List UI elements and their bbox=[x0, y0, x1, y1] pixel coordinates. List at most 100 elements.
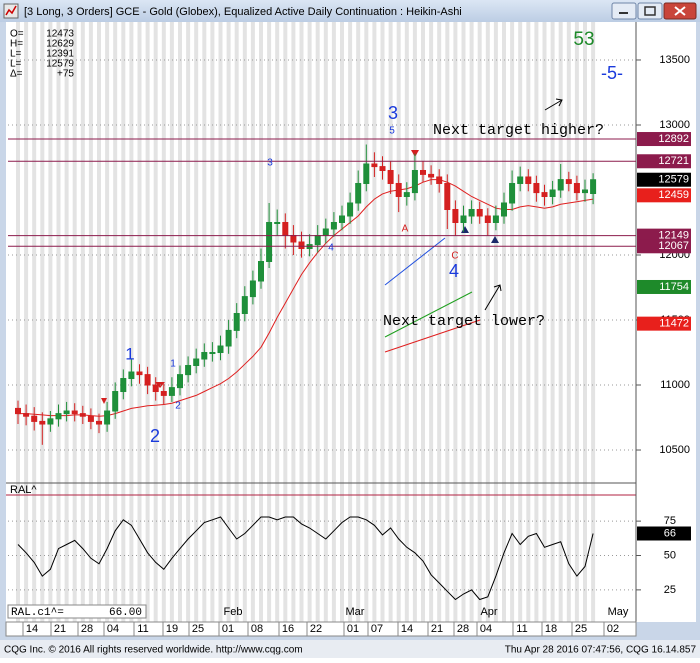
arrow-up-right bbox=[544, 98, 563, 111]
date-label: 01 bbox=[347, 623, 359, 635]
signal-marker bbox=[411, 150, 419, 157]
day-stripe bbox=[445, 22, 450, 622]
day-stripe bbox=[404, 22, 409, 622]
candle-body bbox=[363, 163, 370, 184]
annotation: A bbox=[402, 224, 409, 235]
close-glyph bbox=[674, 6, 686, 16]
candle-body bbox=[193, 358, 200, 367]
maximize-glyph bbox=[644, 6, 656, 16]
candle-body bbox=[436, 176, 443, 184]
date-label: 25 bbox=[192, 623, 204, 635]
candle-body bbox=[590, 179, 597, 195]
candle-body bbox=[209, 352, 216, 355]
candle-body bbox=[298, 241, 305, 249]
day-stripe bbox=[161, 22, 166, 622]
day-stripe bbox=[153, 22, 158, 622]
trend-line-green bbox=[384, 291, 473, 338]
day-stripe bbox=[469, 22, 474, 622]
day-stripe bbox=[113, 22, 118, 622]
y-tick-label: 13000 bbox=[659, 119, 690, 131]
date-label: 28 bbox=[81, 623, 93, 635]
candle-body bbox=[241, 296, 248, 315]
indicator-readout-label: RAL.c1^= bbox=[11, 607, 64, 619]
day-stripe bbox=[453, 22, 458, 622]
date-label: 14 bbox=[401, 623, 413, 635]
day-stripe bbox=[380, 22, 385, 622]
day-stripe bbox=[129, 22, 134, 622]
day-stripe bbox=[429, 22, 434, 622]
candle-body bbox=[120, 378, 127, 393]
date-label: 28 bbox=[457, 623, 469, 635]
candle-body bbox=[460, 215, 467, 223]
day-stripe bbox=[518, 22, 523, 622]
day-stripe bbox=[121, 22, 126, 622]
candle-body bbox=[55, 413, 62, 420]
candle-body bbox=[96, 420, 102, 425]
candle-body bbox=[476, 208, 483, 217]
level-box bbox=[637, 132, 691, 147]
indicator-name: RAL^ bbox=[10, 484, 37, 496]
day-stripe bbox=[485, 22, 490, 622]
level-box bbox=[637, 239, 691, 254]
day-stripe bbox=[72, 22, 77, 622]
candle-body bbox=[47, 418, 54, 425]
annotation: 4 bbox=[328, 243, 334, 254]
level-label: 12579 bbox=[658, 174, 689, 186]
readout-value: 12629 bbox=[46, 39, 74, 50]
day-stripe bbox=[16, 22, 20, 622]
day-stripe bbox=[32, 22, 37, 622]
candle-body bbox=[177, 374, 183, 389]
candle-body bbox=[31, 415, 38, 422]
candle-body bbox=[509, 182, 516, 204]
day-stripe bbox=[331, 22, 336, 622]
candle-body bbox=[403, 192, 410, 197]
day-stripe bbox=[583, 22, 587, 622]
day-stripe bbox=[558, 22, 563, 622]
date-label: 07 bbox=[371, 623, 383, 635]
day-stripe bbox=[291, 22, 296, 622]
readout-label: O= bbox=[10, 29, 24, 40]
readout-value: +75 bbox=[57, 69, 74, 80]
readout-value: 12473 bbox=[46, 29, 74, 40]
annotation: Next target higher? bbox=[433, 122, 604, 139]
candle-body bbox=[379, 166, 386, 171]
candle-body bbox=[541, 192, 548, 197]
month-label: Feb bbox=[224, 606, 243, 618]
day-stripe bbox=[40, 22, 45, 622]
trend-line-red bbox=[384, 319, 481, 353]
day-stripe bbox=[283, 22, 288, 622]
footer-timestamp: Thu Apr 28 2016 07:47:56, CQG 16.14.857 bbox=[505, 645, 697, 656]
day-stripe bbox=[493, 22, 498, 622]
day-stripe bbox=[364, 22, 369, 622]
month-label: Apr bbox=[480, 606, 497, 618]
month-label: May bbox=[608, 606, 629, 618]
candle-body bbox=[128, 371, 135, 380]
candle-body bbox=[282, 221, 289, 236]
day-stripe bbox=[461, 22, 466, 622]
day-stripe bbox=[574, 22, 579, 622]
day-stripe bbox=[526, 22, 531, 622]
day-stripe bbox=[372, 22, 377, 622]
day-stripe bbox=[64, 22, 69, 622]
maximize-button[interactable] bbox=[637, 2, 663, 20]
minimize-button[interactable] bbox=[611, 2, 637, 20]
date-label: 19 bbox=[166, 623, 178, 635]
candle-body bbox=[87, 415, 94, 422]
day-stripe bbox=[202, 22, 207, 622]
annotation: 3 bbox=[267, 158, 273, 169]
candle-body bbox=[517, 176, 524, 184]
indicator-tick-label: 25 bbox=[664, 584, 676, 596]
level-label: 12149 bbox=[658, 230, 689, 242]
moving-average bbox=[18, 179, 594, 417]
candle-body bbox=[573, 182, 580, 194]
day-stripe bbox=[477, 22, 482, 622]
status-bar bbox=[0, 640, 700, 658]
candle-body bbox=[339, 215, 345, 223]
candle-body bbox=[152, 384, 159, 393]
annotation: 4 bbox=[449, 261, 459, 281]
window-title: [3 Long, 3 Orders] GCE - Gold (Globex), … bbox=[24, 6, 462, 18]
day-stripe bbox=[591, 22, 596, 622]
day-stripe bbox=[275, 22, 280, 622]
candle-body bbox=[185, 365, 192, 376]
candle-body bbox=[387, 169, 394, 184]
